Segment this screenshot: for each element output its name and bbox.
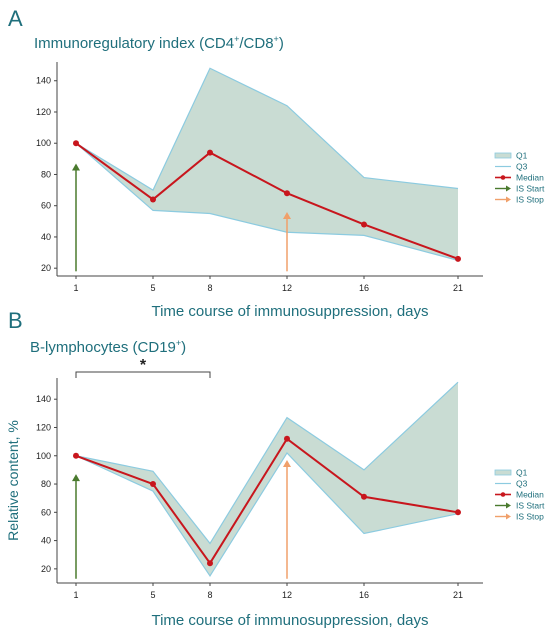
median-point-b-12: [284, 435, 290, 442]
legend-label-q3-a: Q3: [516, 162, 528, 172]
q3-line-a: [75, 67, 459, 191]
y-tick-label-a-100: 100: [36, 138, 51, 148]
title-a-part-0: Immunoregulatory index (CD4: [34, 35, 235, 52]
legend-label-is-stop-b: IS Stop: [516, 512, 544, 522]
y-tick-label-b-60: 60: [41, 507, 51, 517]
y-tick-label-b-120: 120: [36, 422, 51, 432]
q1-line-a: [75, 142, 459, 261]
x-tick-label-a-12: 12: [282, 283, 292, 293]
legend-swatch-median-dot-a: [500, 175, 506, 180]
title-b-part-0: B-lymphocytes (CD19: [30, 339, 176, 356]
iqr-band-b: [76, 382, 458, 576]
legend-swatch-q1-a: [494, 152, 512, 159]
legend-swatch-median-dot-b: [500, 492, 506, 497]
x-axis-label-b: Time course of immunosuppression, days: [151, 612, 428, 629]
x-tick-label-a-1: 1: [73, 283, 78, 293]
median-point-b-21: [455, 509, 461, 516]
y-tick-label-a-140: 140: [36, 76, 51, 86]
title-b-part-1: +: [175, 338, 182, 348]
y-tick-label-a-60: 60: [41, 201, 51, 211]
title-a-part-3: +: [273, 34, 279, 44]
title-a-part-1: +: [234, 34, 240, 44]
x-tick-label-b-16: 16: [359, 590, 369, 600]
x-tick-label-b-12: 12: [282, 590, 292, 600]
iqr-band-a: [76, 68, 458, 261]
x-tick-label-a-5: 5: [150, 283, 155, 293]
median-point-b-16: [361, 493, 367, 500]
y-tick-label-a-80: 80: [41, 169, 51, 179]
x-tick-label-a-16: 16: [359, 283, 369, 293]
chart-title-b: B-lymphocytes (CD19+): [30, 338, 186, 356]
median-point-a-8: [207, 149, 213, 156]
y-tick-label-b-140: 140: [36, 394, 51, 404]
y-tick-label-a-20: 20: [41, 263, 51, 273]
x-tick-label-b-21: 21: [453, 590, 463, 600]
median-point-b-5: [150, 481, 156, 488]
legend-label-median-b: Median: [516, 490, 544, 500]
x-tick-label-a-21: 21: [453, 283, 463, 293]
legend-swatch-is-stop-head-a: [506, 196, 511, 203]
significance-bracket-b: [75, 371, 211, 378]
median-point-a-21: [455, 255, 461, 262]
x-tick-label-b-5: 5: [150, 590, 155, 600]
legend-swatch-is-start-head-a: [506, 185, 511, 192]
panel-letter-b: B: [8, 308, 23, 333]
title-a-part-4: ): [278, 35, 284, 52]
q3-line-b: [75, 381, 459, 545]
median-line-b: [75, 437, 459, 566]
is-start-arrowhead-a: [72, 163, 80, 171]
is-start-arrowhead-b: [72, 474, 80, 482]
legend-label-q1-b: Q1: [516, 468, 528, 478]
y-tick-label-b-40: 40: [41, 536, 51, 546]
x-tick-label-b-8: 8: [207, 590, 212, 600]
panel-letter-a: A: [8, 6, 23, 31]
is-stop-arrowhead-a: [283, 211, 291, 219]
significance-star-b: *: [140, 357, 147, 374]
x-axis-label-a: Time course of immunosuppression, days: [151, 303, 428, 320]
median-point-a-12: [284, 190, 290, 197]
legend-label-q1-a: Q1: [516, 151, 528, 161]
legend-label-median-a: Median: [516, 173, 544, 183]
median-point-b-1: [73, 452, 79, 459]
title-a-part-2: /CD8: [239, 35, 274, 52]
median-line-a: [75, 142, 459, 260]
legend-label-is-start-a: IS Start: [516, 184, 545, 194]
median-point-a-5: [150, 196, 156, 203]
x-tick-label-a-8: 8: [207, 283, 212, 293]
legend-swatch-q1-b: [494, 469, 512, 476]
legend-label-is-stop-a: IS Stop: [516, 195, 544, 205]
legend-label-q3-b: Q3: [516, 479, 528, 489]
q1-line-b: [75, 451, 459, 578]
y-tick-label-b-80: 80: [41, 479, 51, 489]
legend-swatch-is-stop-head-b: [506, 513, 511, 520]
y-tick-label-b-100: 100: [36, 451, 51, 461]
chart-title-a: Immunoregulatory index (CD4+/CD8+): [34, 34, 284, 52]
is-stop-arrowhead-b: [283, 460, 291, 467]
median-point-a-1: [73, 140, 79, 147]
x-tick-label-b-1: 1: [73, 590, 78, 600]
y-axis-label-b: Relative content, %: [5, 420, 21, 541]
median-point-b-8: [207, 560, 213, 567]
title-b-part-2: ): [181, 339, 187, 356]
y-tick-label-b-20: 20: [41, 564, 51, 574]
legend-swatch-is-start-head-b: [506, 502, 511, 509]
y-tick-label-a-120: 120: [36, 107, 51, 117]
y-tick-label-a-40: 40: [41, 232, 51, 242]
legend-label-is-start-b: IS Start: [516, 501, 545, 511]
median-point-a-16: [361, 221, 367, 228]
